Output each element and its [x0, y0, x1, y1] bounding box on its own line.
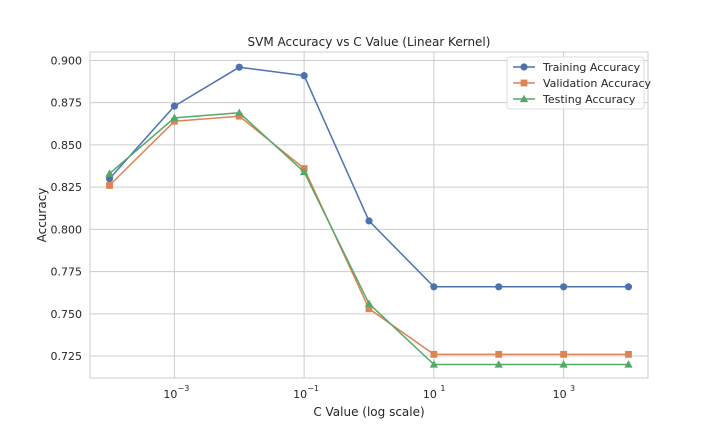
- plot-area: 0.725 0.750 0.775 0.800 0.825 0.850 0.875 0.900…: [51, 51, 652, 401]
- x-tick-label: 10: [293, 388, 307, 401]
- y-tick-label: 0.850: [51, 139, 83, 152]
- legend-label-validation: Validation Accuracy: [543, 77, 652, 90]
- y-tick-label: 0.825: [51, 181, 83, 194]
- legend-box: [506, 56, 645, 110]
- x-tick-label: 10: [163, 388, 177, 401]
- x-tick-label: 10: [423, 388, 437, 401]
- testing-accuracy-point: [429, 360, 439, 368]
- validation-accuracy-point: [170, 117, 178, 125]
- training-accuracy-point: [495, 283, 503, 291]
- x-tick-exponent: −1: [307, 384, 319, 393]
- legend-marker-training: [520, 63, 528, 71]
- legend-label-testing: Testing Accuracy: [542, 93, 636, 106]
- x-axis-title: C Value (log scale): [313, 405, 424, 419]
- validation-accuracy-point: [625, 350, 632, 358]
- x-tick-exponent: −3: [177, 384, 189, 393]
- legend-label-training: Training Accuracy: [542, 61, 641, 74]
- training-accuracy-point: [365, 217, 373, 225]
- validation-accuracy-point: [495, 350, 503, 358]
- testing-accuracy-point: [624, 360, 633, 368]
- plot-frame: [89, 51, 649, 379]
- legend-marker-testing: [519, 94, 529, 103]
- testing-accuracy-point: [494, 360, 503, 368]
- x-tick-exponent: 1: [440, 384, 445, 393]
- y-tick-label: 0.775: [51, 266, 83, 279]
- testing-accuracy-point: [105, 169, 114, 177]
- validation-accuracy-point: [365, 305, 373, 313]
- y-tick-label: 0.800: [51, 223, 83, 236]
- x-tick-label: 10: [553, 388, 567, 401]
- training-accuracy-point: [170, 102, 178, 110]
- testing-accuracy-point: [364, 299, 374, 307]
- training-accuracy-point: [235, 63, 243, 71]
- training-accuracy-point: [560, 283, 568, 291]
- y-axis-title: Accuracy: [35, 188, 49, 243]
- chart-title: SVM Accuracy vs C Value (Linear Kernel): [248, 35, 491, 49]
- training-accuracy-point: [430, 283, 438, 291]
- testing-accuracy-point: [170, 113, 179, 122]
- training-accuracy-point: [105, 175, 114, 183]
- validation-accuracy-point: [430, 350, 438, 358]
- testing-accuracy-point: [299, 167, 309, 176]
- testing-accuracy-point: [235, 108, 244, 116]
- y-tick-label: 0.900: [51, 54, 83, 67]
- training-accuracy-point: [300, 72, 308, 80]
- legend-marker-validation: [520, 79, 528, 87]
- y-tick-label: 0.875: [51, 97, 83, 110]
- y-tick-label: 0.750: [51, 308, 83, 321]
- x-tick-exponent: 3: [570, 384, 575, 393]
- testing-accuracy-point: [559, 360, 568, 368]
- validation-accuracy-point: [560, 350, 568, 358]
- y-tick-label: 0.725: [51, 350, 83, 363]
- validation-accuracy-point: [106, 182, 113, 189]
- training-accuracy-point: [624, 283, 633, 291]
- validation-accuracy-point: [235, 112, 243, 120]
